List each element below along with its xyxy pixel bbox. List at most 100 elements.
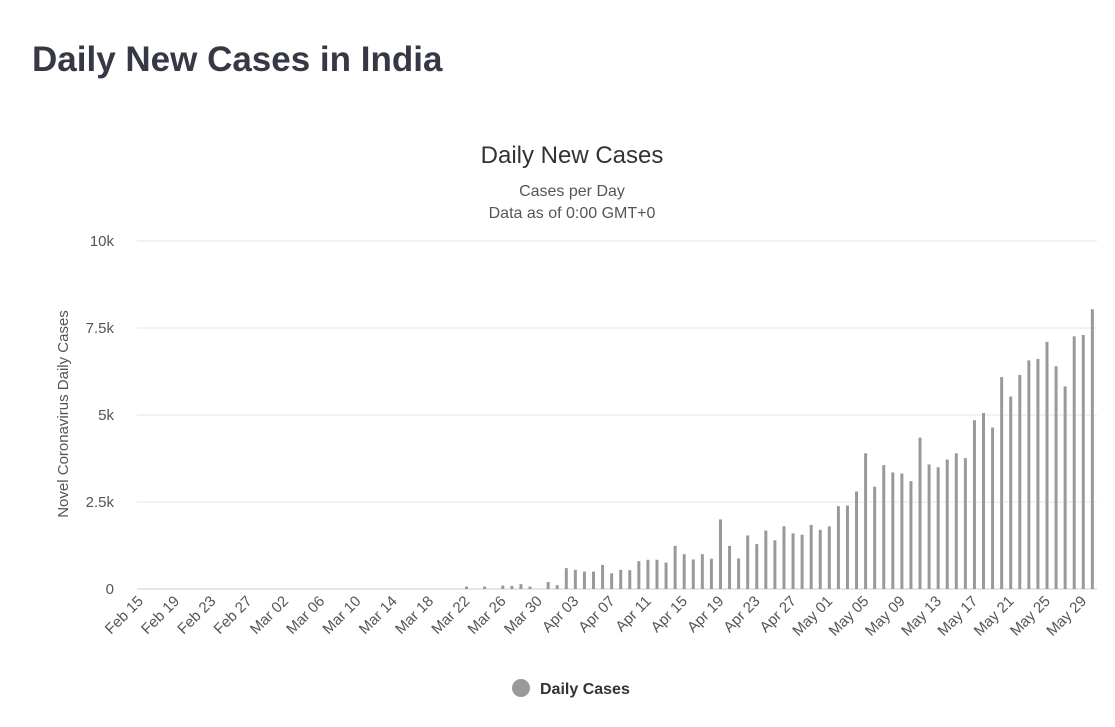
- bar[interactable]: [465, 586, 469, 589]
- bar[interactable]: [682, 554, 686, 589]
- bar[interactable]: [800, 534, 804, 589]
- bar[interactable]: [972, 420, 976, 589]
- x-tick-label: May 21: [971, 593, 1018, 640]
- bar[interactable]: [601, 564, 605, 589]
- bar[interactable]: [728, 545, 732, 589]
- bar[interactable]: [991, 427, 995, 589]
- bar[interactable]: [773, 540, 777, 589]
- bar[interactable]: [483, 586, 487, 589]
- bar[interactable]: [764, 530, 768, 589]
- bar[interactable]: [746, 535, 750, 589]
- bar[interactable]: [1045, 341, 1049, 589]
- y-tick-label: 0: [106, 581, 114, 598]
- x-tick-label: Apr 11: [612, 593, 654, 635]
- bars-layer: [465, 309, 1094, 589]
- bar[interactable]: [582, 571, 586, 589]
- bar[interactable]: [619, 569, 623, 589]
- bar[interactable]: [610, 573, 614, 589]
- bar[interactable]: [1081, 334, 1085, 589]
- legend-marker-icon: [512, 679, 530, 697]
- chart-title: Daily New Cases: [481, 142, 664, 169]
- bar[interactable]: [501, 585, 505, 589]
- bar[interactable]: [954, 453, 958, 589]
- bar[interactable]: [519, 584, 523, 589]
- bar[interactable]: [818, 529, 822, 589]
- bar[interactable]: [592, 571, 595, 589]
- y-tick-label: 7.5k: [86, 320, 115, 337]
- bar[interactable]: [1036, 358, 1040, 589]
- bar[interactable]: [873, 486, 877, 589]
- bar[interactable]: [655, 559, 659, 589]
- bar[interactable]: [882, 465, 886, 589]
- bar[interactable]: [936, 467, 940, 589]
- bar[interactable]: [827, 526, 831, 589]
- bar[interactable]: [528, 586, 532, 589]
- bar[interactable]: [1027, 360, 1031, 589]
- bar[interactable]: [963, 458, 967, 589]
- x-tick-label: Mar 14: [356, 593, 401, 638]
- bar[interactable]: [737, 558, 741, 589]
- y-tick-label: 5k: [98, 407, 114, 424]
- bar[interactable]: [1018, 374, 1022, 589]
- bar[interactable]: [927, 464, 931, 589]
- x-tick-label: Mar 30: [501, 593, 546, 638]
- bar[interactable]: [891, 472, 895, 589]
- x-tick-label: May 09: [862, 593, 909, 640]
- x-tick-label: May 17: [934, 593, 981, 640]
- bar[interactable]: [573, 569, 577, 589]
- bar[interactable]: [646, 559, 650, 589]
- bar[interactable]: [718, 519, 722, 589]
- x-tick-label: Feb 19: [138, 593, 183, 638]
- bar[interactable]: [510, 585, 514, 589]
- bar[interactable]: [982, 412, 986, 589]
- y-tick-label: 2.5k: [86, 494, 115, 511]
- bar[interactable]: [691, 559, 695, 589]
- legend-label: Daily Cases: [540, 681, 630, 698]
- bar[interactable]: [1090, 309, 1094, 589]
- legend[interactable]: Daily Cases: [512, 679, 630, 698]
- bar[interactable]: [628, 570, 632, 589]
- bar[interactable]: [555, 585, 559, 589]
- page-title: Daily New Cases in India: [32, 40, 443, 79]
- bar[interactable]: [546, 582, 550, 589]
- bar[interactable]: [709, 558, 713, 589]
- bar[interactable]: [1072, 336, 1076, 589]
- chart-subtitle-date: Data as of 0:00 GMT+0: [489, 205, 656, 222]
- bar[interactable]: [700, 554, 704, 589]
- bar[interactable]: [864, 453, 868, 589]
- x-tick-label: Apr 03: [539, 593, 582, 636]
- x-tick-label: Mar 18: [392, 593, 437, 638]
- bar[interactable]: [1063, 386, 1067, 589]
- bar[interactable]: [836, 506, 840, 589]
- bar[interactable]: [855, 491, 859, 589]
- x-tick-label: Apr 15: [648, 593, 691, 636]
- bar[interactable]: [564, 568, 568, 589]
- x-tick-label: Apr 19: [684, 593, 727, 636]
- bar[interactable]: [673, 545, 677, 589]
- bar[interactable]: [945, 459, 949, 589]
- bar[interactable]: [782, 526, 786, 589]
- bar[interactable]: [909, 481, 913, 589]
- x-tick-label: Mar 22: [428, 593, 473, 638]
- x-tick-label: Apr 07: [575, 593, 618, 636]
- x-tick-label: Feb 15: [102, 593, 147, 638]
- x-tick-label: May 25: [1007, 593, 1054, 640]
- bar[interactable]: [637, 561, 641, 589]
- chart-subtitle: Cases per Day: [519, 183, 625, 200]
- bar[interactable]: [1009, 396, 1013, 589]
- bar[interactable]: [1054, 366, 1058, 589]
- bar[interactable]: [664, 562, 668, 589]
- x-tick-label: May 01: [789, 593, 836, 640]
- x-tick-label: May 13: [898, 593, 945, 640]
- bar[interactable]: [918, 437, 922, 589]
- bar[interactable]: [1000, 377, 1004, 589]
- bar[interactable]: [900, 473, 904, 589]
- bar[interactable]: [791, 533, 795, 589]
- bar[interactable]: [845, 505, 849, 589]
- bar[interactable]: [755, 544, 759, 589]
- bar[interactable]: [809, 524, 813, 589]
- x-tick-label: Mar 26: [465, 593, 510, 638]
- x-tick-label: Apr 23: [720, 593, 763, 636]
- x-tick-label: Feb 27: [211, 593, 256, 638]
